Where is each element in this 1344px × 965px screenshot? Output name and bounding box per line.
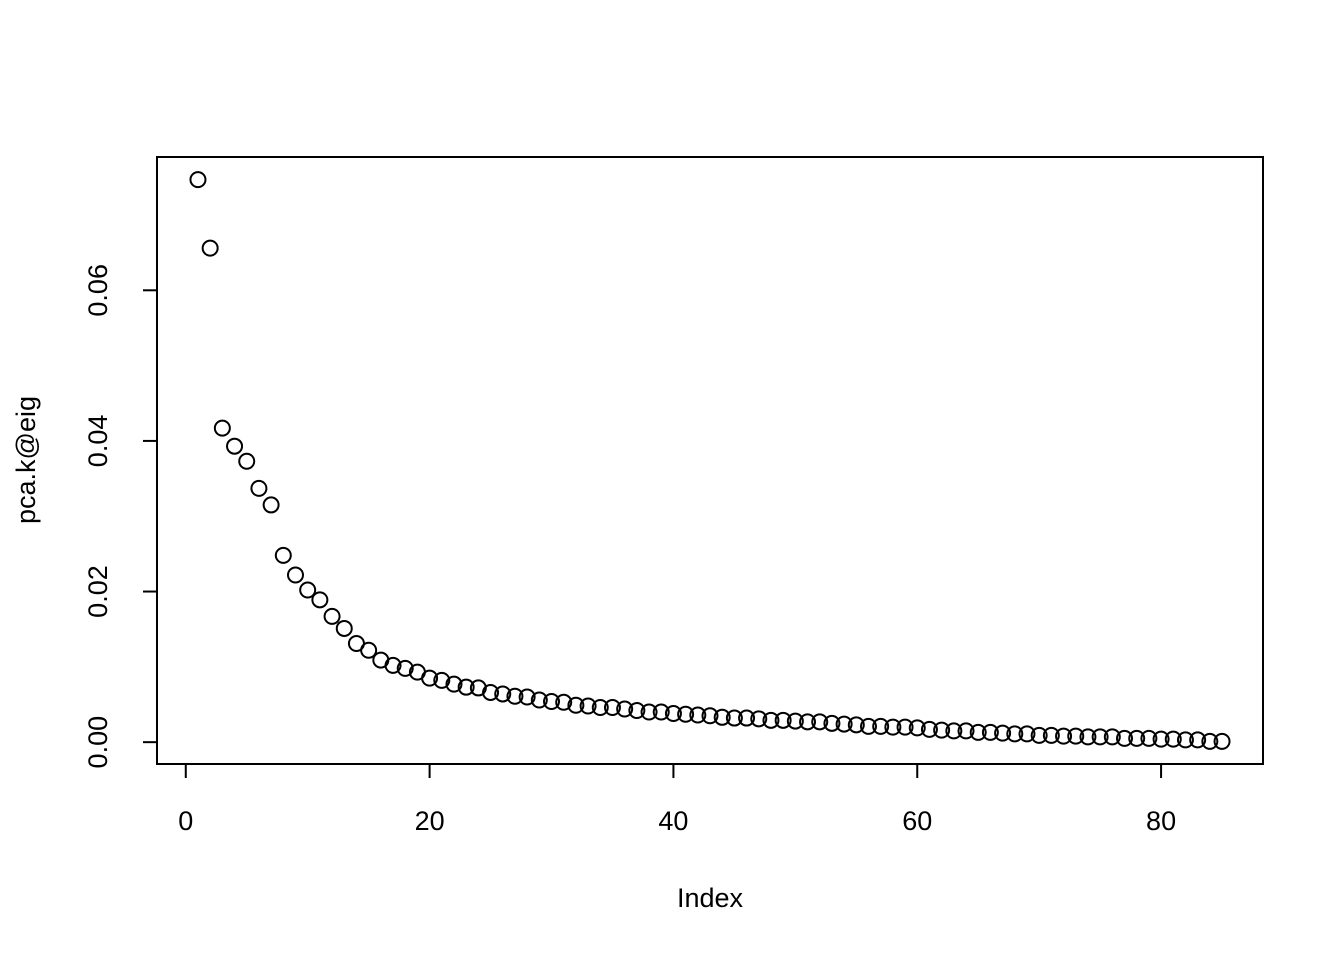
- point: [286, 566, 304, 584]
- point: [872, 717, 890, 735]
- point: [823, 714, 841, 732]
- point: [567, 696, 585, 714]
- point: [1079, 728, 1097, 746]
- point: [981, 723, 999, 741]
- point: [994, 724, 1012, 742]
- point: [543, 692, 561, 710]
- point: [579, 697, 597, 715]
- point: [299, 581, 317, 599]
- point: [750, 710, 768, 728]
- y-tick-label: 0.00: [83, 716, 113, 769]
- x-tick-label: 0: [178, 806, 193, 836]
- point: [859, 717, 877, 735]
- point: [652, 703, 670, 721]
- point: [896, 718, 914, 736]
- point: [311, 591, 329, 609]
- point: [884, 718, 902, 736]
- point: [457, 678, 475, 696]
- point: [799, 713, 817, 731]
- point: [933, 721, 951, 739]
- point: [482, 683, 500, 701]
- point: [1055, 727, 1073, 745]
- point: [445, 675, 463, 693]
- point: [1091, 728, 1109, 746]
- point: [1189, 731, 1207, 749]
- point: [518, 688, 536, 706]
- point: [957, 722, 975, 740]
- point: [323, 607, 341, 625]
- point: [774, 711, 792, 729]
- point: [786, 712, 804, 730]
- point: [1018, 725, 1036, 743]
- point: [603, 699, 621, 717]
- point: [738, 709, 756, 727]
- point: [1152, 730, 1170, 748]
- point: [945, 722, 963, 740]
- point: [213, 419, 231, 437]
- point: [396, 659, 414, 677]
- y-tick-label: 0.06: [83, 264, 113, 317]
- point: [677, 705, 695, 723]
- point: [920, 720, 938, 738]
- point: [555, 693, 573, 711]
- x-axis-title: Index: [677, 883, 744, 913]
- point: [1067, 727, 1085, 745]
- point: [1006, 725, 1024, 743]
- point: [1164, 730, 1182, 748]
- point: [384, 656, 402, 674]
- point: [226, 437, 244, 455]
- point: [689, 706, 707, 724]
- point: [1176, 731, 1194, 749]
- point: [969, 723, 987, 741]
- point: [908, 719, 926, 737]
- x-tick-label: 60: [902, 806, 932, 836]
- point: [628, 702, 646, 720]
- point: [1201, 732, 1219, 750]
- y-axis-title: pca.k@eig: [11, 396, 41, 524]
- point: [1213, 732, 1231, 750]
- point: [274, 546, 292, 564]
- point: [360, 641, 378, 659]
- point: [713, 708, 731, 726]
- point: [1103, 728, 1121, 746]
- point: [421, 669, 439, 687]
- point: [725, 709, 743, 727]
- point: [433, 671, 451, 689]
- y-tick-label: 0.04: [83, 415, 113, 468]
- point: [238, 452, 256, 470]
- point: [591, 699, 609, 717]
- point: [847, 716, 865, 734]
- x-tick-label: 80: [1146, 806, 1176, 836]
- point: [762, 711, 780, 729]
- x-tick-label: 20: [415, 806, 445, 836]
- point: [701, 707, 719, 725]
- point: [250, 479, 268, 497]
- point: [530, 691, 548, 709]
- point: [506, 687, 524, 705]
- point: [1140, 729, 1158, 747]
- point: [811, 713, 829, 731]
- point: [835, 715, 853, 733]
- point: [494, 685, 512, 703]
- y-tick-label: 0.02: [83, 565, 113, 618]
- plot-box: [156, 156, 1264, 765]
- point: [1030, 726, 1048, 744]
- point: [1116, 729, 1134, 747]
- point: [664, 705, 682, 723]
- point: [616, 700, 634, 718]
- point: [262, 496, 280, 514]
- point: [335, 619, 353, 637]
- point: [1128, 729, 1146, 747]
- point: [189, 171, 207, 189]
- x-tick-label: 40: [658, 806, 688, 836]
- point: [1042, 726, 1060, 744]
- point: [201, 239, 219, 257]
- point: [640, 703, 658, 721]
